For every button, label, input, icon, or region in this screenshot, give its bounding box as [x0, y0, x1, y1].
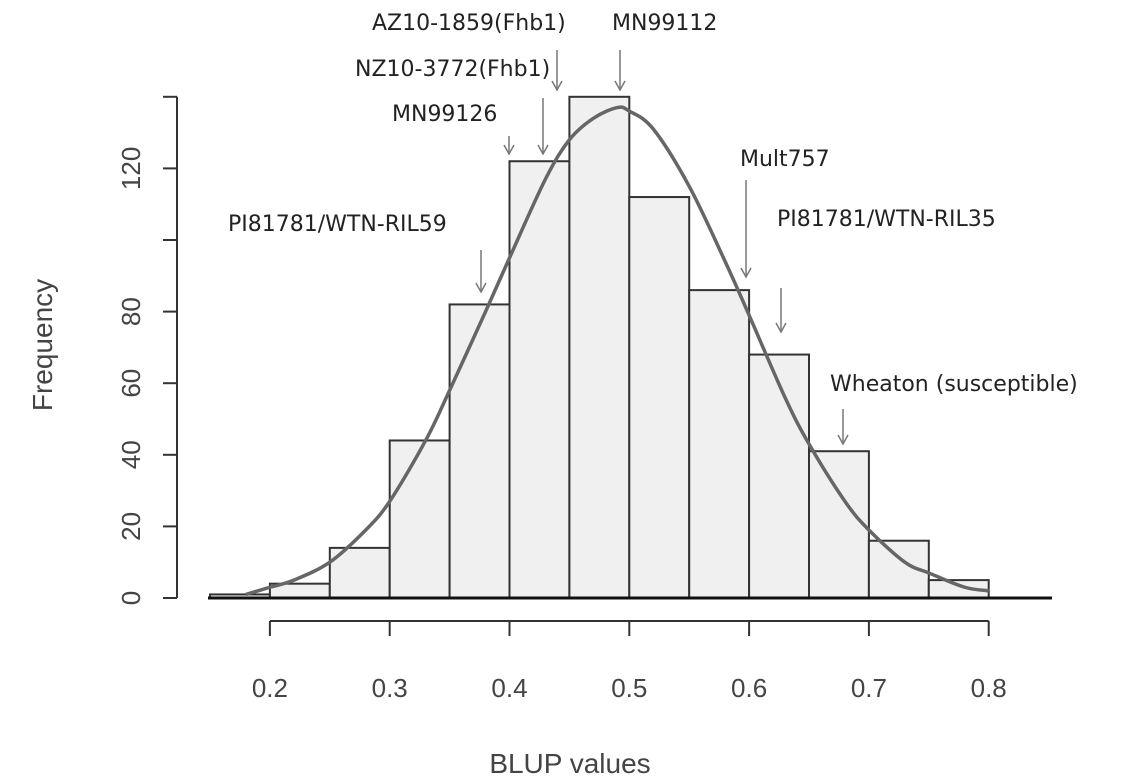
annotation-label: MN99126 [392, 102, 497, 127]
y-tick-label: 40 [116, 440, 146, 469]
annotation-label: AZ10-1859(Fhb1) [372, 11, 566, 36]
x-tick-label: 0.2 [252, 673, 288, 703]
y-axis: 0 20 40 60 80 120 [116, 95, 178, 605]
annotation-label: MN99112 [612, 11, 717, 36]
y-tick-label: 120 [116, 147, 146, 190]
y-tick-label: 20 [116, 512, 146, 541]
histogram-bar [388, 439, 451, 600]
annotation: Wheaton (susceptible) [830, 372, 1078, 446]
annotation-arrowhead [475, 282, 487, 294]
histogram-bars [209, 95, 990, 600]
annotation-arrowhead [775, 322, 787, 334]
annotation-label: PI81781/WTN-RIL35 [777, 207, 996, 232]
annotation-arrowhead [503, 144, 515, 156]
histogram-bar [628, 196, 691, 599]
annotation: Mult757 [740, 147, 830, 279]
annotation-label: Mult757 [740, 147, 830, 172]
x-axis-title: BLUP values [489, 748, 650, 779]
x-tick-label: 0.5 [611, 673, 647, 703]
x-tick-label: 0.7 [851, 673, 887, 703]
annotation-arrowhead [740, 267, 752, 279]
annotation-arrowhead [537, 144, 549, 156]
y-tick-label: 80 [116, 297, 146, 326]
annotation: NZ10-3772(Fhb1) [355, 57, 550, 156]
annotation-label: Wheaton (susceptible) [830, 372, 1078, 397]
y-axis-title: Frequency [27, 279, 58, 411]
annotation: AZ10-1859(Fhb1) [372, 11, 566, 92]
x-tick-label: 0.6 [731, 673, 767, 703]
annotations: AZ10-1859(Fhb1) MN99112 NZ10-3772(Fhb1) MN9… [228, 11, 1078, 446]
histogram-bar [808, 450, 870, 599]
annotation: MN99112 [612, 11, 717, 92]
histogram-bar [568, 95, 631, 600]
histogram-bar [748, 353, 810, 599]
annotation-arrowhead [551, 80, 563, 92]
annotation: PI81781/WTN-RIL35 [775, 207, 996, 334]
annotation: PI81781/WTN-RIL59 [228, 212, 487, 294]
annotation: MN99126 [392, 102, 515, 156]
annotation-label: NZ10-3772(Fhb1) [355, 57, 550, 82]
y-tick-label: 60 [116, 369, 146, 398]
x-tick-label: 0.8 [971, 673, 1007, 703]
annotation-arrowhead [614, 80, 626, 92]
histogram-bar [688, 289, 751, 599]
y-tick-label: 0 [116, 591, 146, 605]
annotation-arrowhead [837, 434, 849, 446]
annotation-label: PI81781/WTN-RIL59 [228, 212, 447, 237]
histogram-bar [448, 303, 511, 599]
histogram-bar [508, 160, 571, 600]
x-tick-label: 0.4 [491, 673, 527, 703]
x-axis: 0.2 0.3 0.4 0.5 0.6 0.7 0.8 [252, 620, 1007, 703]
x-tick-label: 0.3 [372, 673, 408, 703]
density-curve [245, 105, 989, 597]
